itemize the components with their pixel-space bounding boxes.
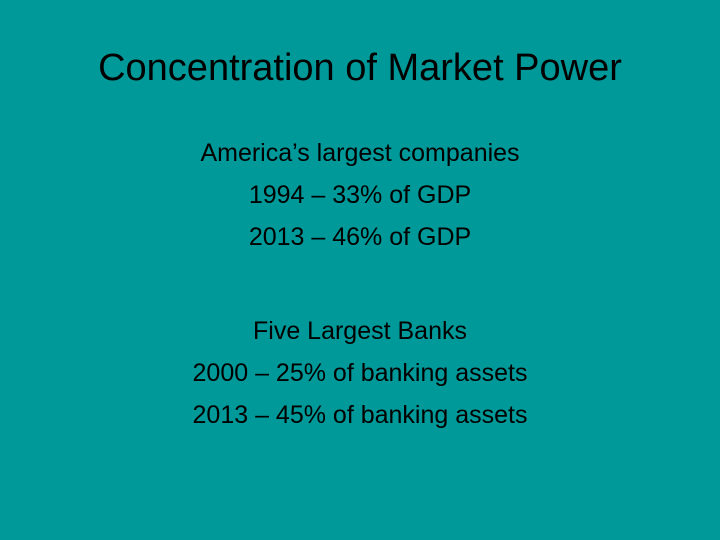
section-heading: Five Largest Banks [253,317,467,345]
stat-line: 1994 – 33% of GDP [248,181,472,209]
stat-line: 2013 – 46% of GDP [248,223,472,251]
stat-line: 2000 – 25% of banking assets [192,359,528,387]
section-largest-banks: Five Largest Banks 2000 – 25% of banking… [0,310,720,436]
stat-line: 2013 – 45% of banking assets [192,401,528,429]
section-largest-companies: America’s largest companies 1994 – 33% o… [0,132,720,258]
section-spacer [0,258,720,310]
section-heading: America’s largest companies [200,139,520,167]
slide-title: Concentration of Market Power [98,47,622,89]
slide-body: America’s largest companies 1994 – 33% o… [0,132,720,436]
